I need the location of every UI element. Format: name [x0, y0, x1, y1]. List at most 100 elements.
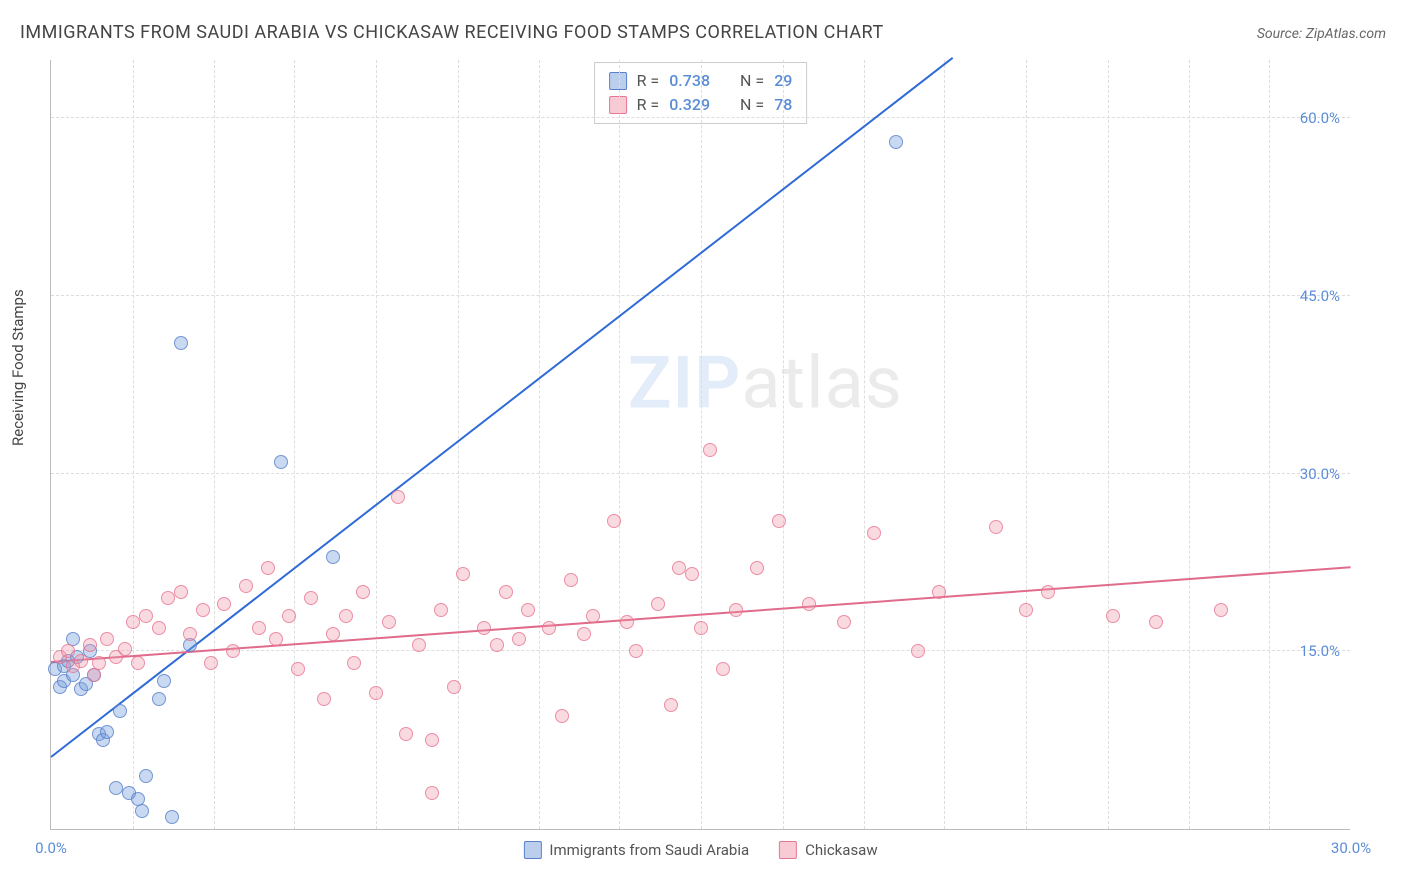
data-point-chickasaw [703, 443, 717, 457]
y-tick-label: 30.0% [1300, 465, 1340, 483]
gridline-vertical [701, 60, 702, 829]
data-point-saudi [152, 692, 166, 706]
data-point-chickasaw [620, 615, 634, 629]
data-point-chickasaw [412, 638, 426, 652]
data-point-chickasaw [837, 615, 851, 629]
gridline-vertical [376, 60, 377, 829]
y-tick-label: 60.0% [1300, 109, 1340, 127]
y-axis-label: Receiving Food Stamps [9, 289, 27, 446]
data-point-chickasaw [317, 692, 331, 706]
legend-item-chickasaw: Chickasaw [779, 841, 877, 859]
data-point-chickasaw [716, 662, 730, 676]
data-point-chickasaw [92, 656, 106, 670]
source-attribution: Source: ZipAtlas.com [1257, 26, 1386, 42]
data-point-chickasaw [911, 644, 925, 658]
data-point-saudi [135, 804, 149, 818]
n-label: N = [740, 93, 764, 117]
data-point-chickasaw [382, 615, 396, 629]
data-point-chickasaw [447, 680, 461, 694]
data-point-saudi [100, 725, 114, 739]
swatch-pink-icon [609, 96, 627, 114]
y-tick-label: 15.0% [1300, 642, 1340, 660]
data-point-chickasaw [174, 585, 188, 599]
gridline-vertical [1108, 60, 1109, 829]
data-point-chickasaw [304, 591, 318, 605]
data-point-saudi [274, 455, 288, 469]
data-point-chickasaw [399, 727, 413, 741]
data-point-chickasaw [100, 632, 114, 646]
data-point-chickasaw [555, 709, 569, 723]
scatter-plot-area: ZIPatlas R = 0.738 N = 29 R = 0.329 N = … [50, 60, 1350, 830]
gridline-vertical [214, 60, 215, 829]
y-tick-label: 45.0% [1300, 287, 1340, 305]
data-point-saudi [174, 336, 188, 350]
data-point-chickasaw [586, 609, 600, 623]
data-point-saudi [157, 674, 171, 688]
data-point-chickasaw [126, 615, 140, 629]
data-point-chickasaw [607, 514, 621, 528]
swatch-blue-icon [609, 72, 627, 90]
gridline-vertical [539, 60, 540, 829]
x-tick-label: 0.0% [35, 839, 67, 857]
source-name: ZipAtlas.com [1306, 26, 1386, 42]
data-point-chickasaw [750, 561, 764, 575]
data-point-chickasaw [196, 603, 210, 617]
data-point-chickasaw [161, 591, 175, 605]
x-tick-label: 30.0% [1331, 839, 1371, 857]
gridline-vertical [864, 60, 865, 829]
data-point-chickasaw [932, 585, 946, 599]
data-point-chickasaw [490, 638, 504, 652]
data-point-chickasaw [204, 656, 218, 670]
data-point-chickasaw [139, 609, 153, 623]
data-point-chickasaw [391, 490, 405, 504]
data-point-chickasaw [131, 656, 145, 670]
data-point-chickasaw [425, 733, 439, 747]
data-point-chickasaw [694, 621, 708, 635]
gridline-vertical [619, 60, 620, 829]
data-point-chickasaw [664, 698, 678, 712]
gridline-vertical [783, 60, 784, 829]
source-label: Source: [1257, 26, 1302, 42]
data-point-chickasaw [61, 644, 75, 658]
r-label: R = [637, 69, 660, 93]
data-point-chickasaw [456, 567, 470, 581]
data-point-chickasaw [118, 642, 132, 656]
swatch-blue-icon [523, 841, 541, 859]
data-point-chickasaw [672, 561, 686, 575]
gridline-vertical [294, 60, 295, 829]
legend-label-saudi: Immigrants from Saudi Arabia [549, 841, 749, 859]
data-point-chickasaw [577, 627, 591, 641]
data-point-chickasaw [74, 654, 88, 668]
data-point-chickasaw [226, 644, 240, 658]
legend-label-chickasaw: Chickasaw [805, 841, 877, 859]
data-point-chickasaw [347, 656, 361, 670]
data-point-chickasaw [369, 686, 383, 700]
data-point-chickasaw [685, 567, 699, 581]
data-point-chickasaw [651, 597, 665, 611]
data-point-saudi [165, 810, 179, 824]
data-point-chickasaw [989, 520, 1003, 534]
series-legend: Immigrants from Saudi Arabia Chickasaw [523, 841, 877, 859]
n-label: N = [740, 69, 764, 93]
data-point-chickasaw [867, 526, 881, 540]
data-point-chickasaw [499, 585, 513, 599]
swatch-pink-icon [779, 841, 797, 859]
data-point-saudi [113, 704, 127, 718]
r-value-saudi: 0.738 [669, 69, 710, 93]
data-point-chickasaw [356, 585, 370, 599]
watermark-zip: ZIP [628, 340, 741, 425]
data-point-chickasaw [1019, 603, 1033, 617]
data-point-chickasaw [252, 621, 266, 635]
watermark-atlas: atlas [741, 340, 903, 425]
r-value-chickasaw: 0.329 [669, 93, 710, 117]
data-point-chickasaw [729, 603, 743, 617]
data-point-chickasaw [772, 514, 786, 528]
data-point-chickasaw [1214, 603, 1228, 617]
data-point-saudi [326, 550, 340, 564]
data-point-chickasaw [1149, 615, 1163, 629]
gridline-vertical [133, 60, 134, 829]
data-point-chickasaw [217, 597, 231, 611]
data-point-chickasaw [521, 603, 535, 617]
data-point-chickasaw [425, 786, 439, 800]
gridline-vertical [458, 60, 459, 829]
